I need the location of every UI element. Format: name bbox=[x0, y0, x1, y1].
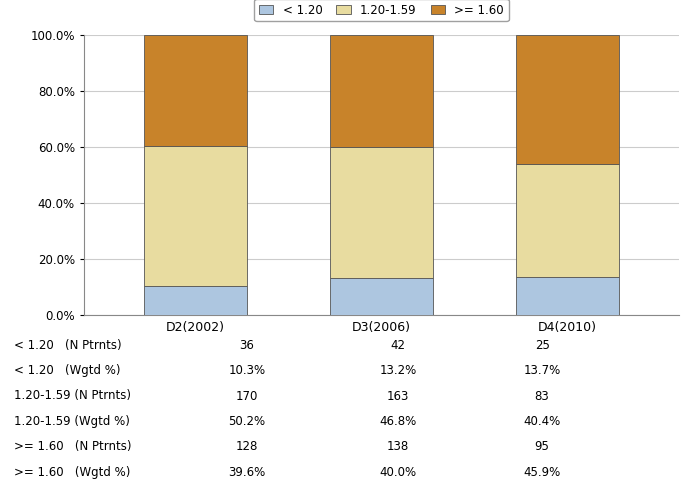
Bar bbox=[517, 164, 619, 276]
Text: 45.9%: 45.9% bbox=[524, 466, 561, 478]
Text: 25: 25 bbox=[535, 338, 550, 351]
Text: 13.7%: 13.7% bbox=[524, 364, 561, 377]
Text: 50.2%: 50.2% bbox=[228, 415, 266, 428]
Text: 40.0%: 40.0% bbox=[379, 466, 416, 478]
Legend: < 1.20, 1.20-1.59, >= 1.60: < 1.20, 1.20-1.59, >= 1.60 bbox=[254, 0, 509, 22]
Bar bbox=[330, 278, 433, 315]
Bar bbox=[144, 286, 246, 315]
Text: < 1.20   (N Ptrnts): < 1.20 (N Ptrnts) bbox=[14, 338, 122, 351]
Text: 170: 170 bbox=[236, 390, 258, 402]
Text: >= 1.60   (Wgtd %): >= 1.60 (Wgtd %) bbox=[14, 466, 130, 478]
Text: 1.20-1.59 (N Ptrnts): 1.20-1.59 (N Ptrnts) bbox=[14, 390, 131, 402]
Text: 39.6%: 39.6% bbox=[228, 466, 266, 478]
Text: 95: 95 bbox=[535, 440, 550, 454]
Bar bbox=[144, 34, 246, 146]
Bar bbox=[330, 147, 433, 278]
Text: 40.4%: 40.4% bbox=[524, 415, 561, 428]
Text: 83: 83 bbox=[535, 390, 550, 402]
Text: >= 1.60   (N Ptrnts): >= 1.60 (N Ptrnts) bbox=[14, 440, 132, 454]
Bar bbox=[517, 276, 619, 315]
Text: 13.2%: 13.2% bbox=[379, 364, 416, 377]
Text: 36: 36 bbox=[239, 338, 255, 351]
Text: 46.8%: 46.8% bbox=[379, 415, 416, 428]
Text: 42: 42 bbox=[391, 338, 405, 351]
Text: < 1.20   (Wgtd %): < 1.20 (Wgtd %) bbox=[14, 364, 120, 377]
Text: 128: 128 bbox=[236, 440, 258, 454]
Text: 1.20-1.59 (Wgtd %): 1.20-1.59 (Wgtd %) bbox=[14, 415, 130, 428]
Text: 163: 163 bbox=[387, 390, 409, 402]
Text: 138: 138 bbox=[387, 440, 409, 454]
Bar bbox=[144, 146, 246, 286]
Text: 10.3%: 10.3% bbox=[228, 364, 266, 377]
Bar bbox=[517, 35, 619, 164]
Bar bbox=[330, 35, 433, 147]
